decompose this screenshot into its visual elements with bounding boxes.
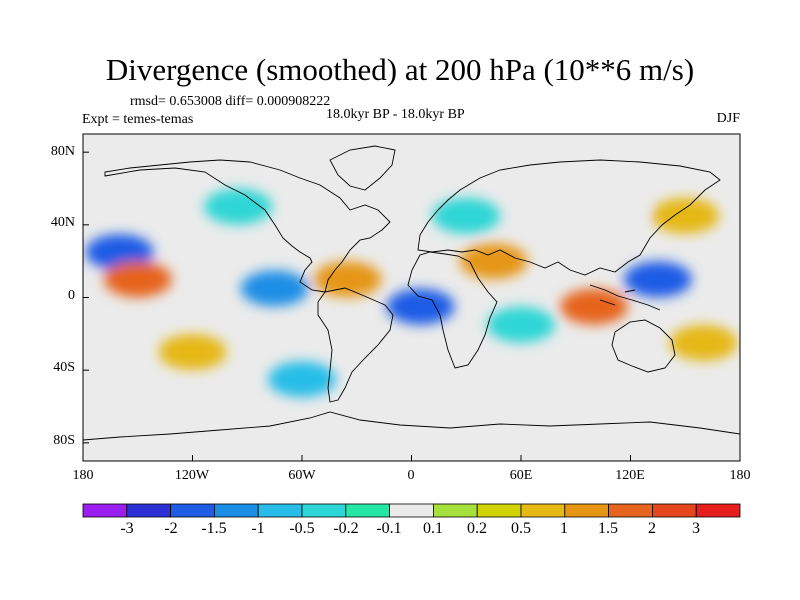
divergence-field <box>85 188 738 398</box>
colorbar-label: -0.2 <box>333 520 359 537</box>
divergence-anomaly <box>432 197 501 234</box>
lon-tick-60e: 60E <box>509 468 533 483</box>
divergence-anomaly <box>560 288 628 325</box>
colorbar-swatch <box>301 503 347 518</box>
lon-tick-180e: 180 <box>729 468 751 483</box>
colorbar-swatch <box>564 503 609 518</box>
greenland-coast <box>329 145 396 191</box>
coastlines <box>83 145 740 441</box>
australia-coast <box>611 319 676 373</box>
colorbar-swatch <box>126 503 172 518</box>
divergence-anomaly <box>487 306 555 343</box>
colorbar <box>82 503 741 518</box>
colorbar-label: 0.5 <box>511 520 531 537</box>
colorbar-swatch <box>213 503 259 518</box>
colorbar-swatch <box>345 503 390 518</box>
colorbar-label: -0.5 <box>289 520 315 537</box>
tick-marks <box>82 151 741 461</box>
divergence-anomaly <box>240 270 309 307</box>
colorbar-swatch <box>82 503 128 518</box>
plot-title: Divergence (smoothed) at 200 hPa (10**6 … <box>105 52 695 87</box>
colorbar-label: 1.5 <box>598 520 618 537</box>
antarctica-coast <box>83 411 740 441</box>
colorbar-swatch <box>608 503 653 518</box>
divergence-anomaly <box>204 188 273 225</box>
lon-tick-60w: 60W <box>288 468 316 483</box>
experiment-label: Expt = temes-temas <box>82 112 194 127</box>
colorbar-label: 0.2 <box>467 520 487 537</box>
divergence-anomaly <box>459 243 528 280</box>
colorbar-swatch <box>389 503 434 518</box>
lon-tick-120w: 120W <box>174 468 210 483</box>
lat-tick-80n: 80N <box>50 144 75 159</box>
colorbar-label: -3 <box>120 520 134 537</box>
europe-africa-coast <box>407 251 498 369</box>
lat-tick-0: 0 <box>68 288 75 303</box>
divergence-anomaly <box>623 261 692 298</box>
colorbar-swatch <box>520 503 566 518</box>
south-america-coast <box>317 287 394 403</box>
colorbar-label: 1 <box>560 520 568 537</box>
lon-tick-120e: 120E <box>615 468 645 483</box>
colorbar-label: -0.1 <box>376 520 402 537</box>
southeast-asia-islands <box>589 284 661 311</box>
lon-tick-180w: 180 <box>72 468 94 483</box>
colorbar-label: 2 <box>648 520 656 537</box>
divergence-anomaly <box>386 288 455 325</box>
divergence-anomaly <box>85 234 154 271</box>
lat-tick-40n: 40N <box>50 215 75 230</box>
colorbar-label: -2 <box>164 520 178 537</box>
north-america-coast <box>104 159 391 293</box>
divergence-anomaly <box>268 361 336 398</box>
divergence-anomaly <box>158 334 227 370</box>
divergence-anomaly <box>651 197 720 234</box>
colorbar-label: 3 <box>692 520 700 537</box>
period-label: 18.0kyr BP - 18.0kyr BP <box>326 107 465 122</box>
lon-tick-0: 0 <box>407 468 415 483</box>
season-label: DJF <box>716 111 740 126</box>
colorbar-swatch <box>257 503 303 518</box>
colorbar-swatch <box>695 503 741 518</box>
eurasia-coast <box>417 159 721 276</box>
divergence-anomaly <box>103 261 172 298</box>
colorbar-swatch <box>170 503 215 518</box>
colorbar-swatch <box>476 503 522 518</box>
stats-text: rmsd= 0.653008 diff= 0.000908222 <box>130 94 331 109</box>
colorbar-label: -1.5 <box>201 520 227 537</box>
colorbar-swatch <box>432 503 478 518</box>
divergence-anomaly <box>313 261 382 298</box>
divergence-anomaly <box>578 188 647 225</box>
lat-tick-40s: 40S <box>53 360 75 375</box>
colorbar-label: 0.1 <box>423 520 443 537</box>
colorbar-swatch <box>652 503 697 518</box>
divergence-anomaly <box>669 324 738 361</box>
colorbar-label: -1 <box>251 520 265 537</box>
lat-tick-80s: 80S <box>53 433 75 448</box>
